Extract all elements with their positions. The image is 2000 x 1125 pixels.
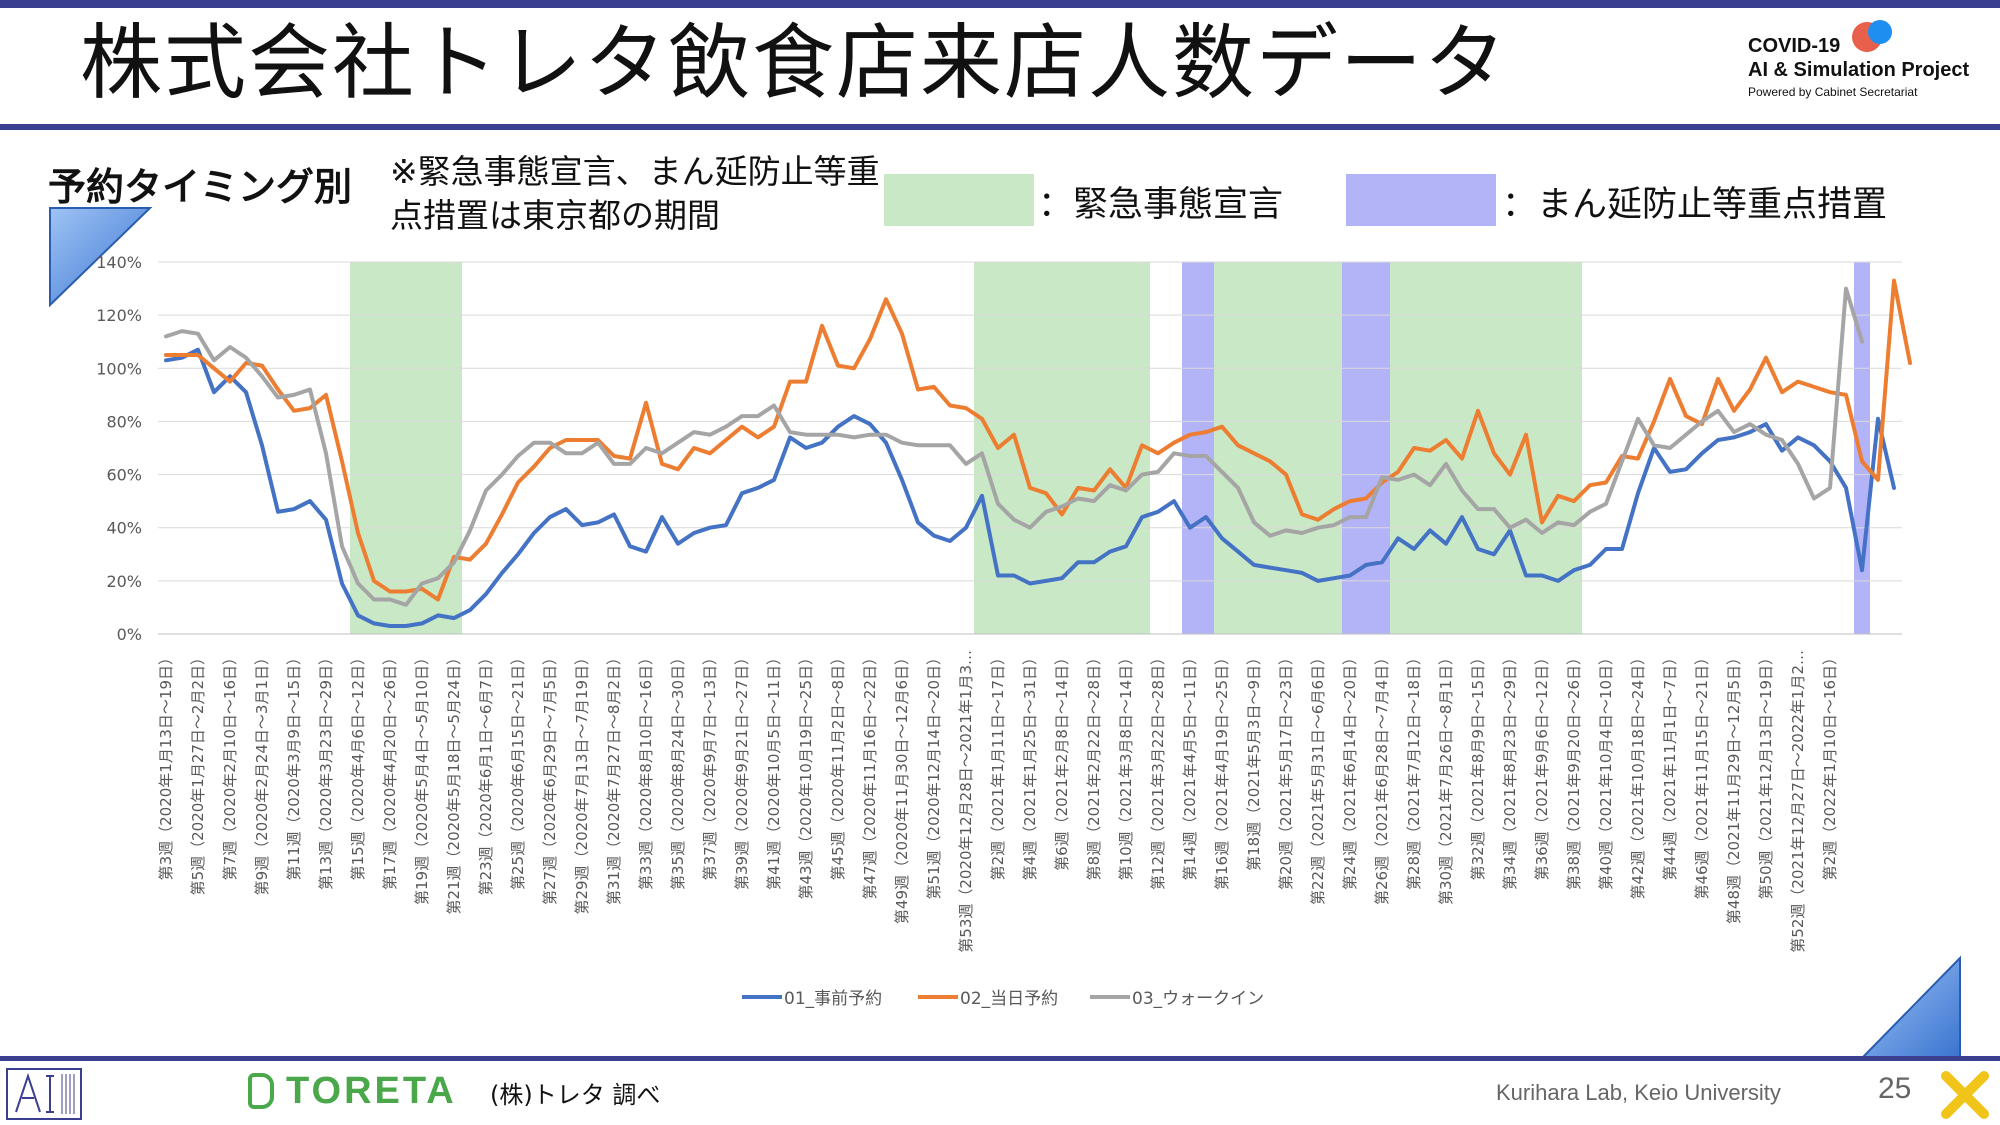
x-tick-label: 第19週（2020年5月4日～5月10日） — [413, 650, 431, 905]
x-tick-label: 第31週（2020年7月27日～8月2日） — [605, 650, 623, 905]
chart-note: ※緊急事態宣言、まん延防止等重点措置は東京都の期間 — [390, 152, 880, 235]
x-tick-label: 第43週（2020年10月19日～25日） — [797, 650, 815, 900]
x-tick-label: 第34週（2021年8月23日～29日） — [1501, 650, 1519, 890]
x-tick-label: 第23週（2020年6月1日～6月7日） — [477, 650, 495, 895]
x-tick-label: 第5週（2020年1月27日～2月2日） — [189, 650, 207, 895]
header-divider — [0, 124, 2000, 130]
y-tick-label: 0% — [117, 625, 142, 644]
x-tick-label: 第13週（2020年3月23日～29日） — [317, 650, 335, 890]
chart-subtitle: 予約タイミング別 — [48, 165, 353, 209]
x-tick-label: 第33週（2020年8月10日～16日） — [637, 650, 655, 890]
brand-line2: AI & Simulation Project — [1748, 59, 1970, 81]
brand-logo: COVID-19 AI & Simulation Project Powered… — [1748, 20, 1970, 102]
shaded-region-emergency — [974, 262, 1150, 634]
x-tick-label: 第18週（2021年5月3日～9日） — [1245, 650, 1263, 871]
x-tick-label: 第37週（2020年9月7日～13日） — [701, 650, 719, 880]
x-tick-label: 第9週（2020年2月24日～3月1日） — [253, 650, 271, 895]
y-tick-label: 60% — [106, 466, 142, 485]
legend-label-series-2: 02_当日予約 — [960, 989, 1058, 1009]
lab-credit: Kurihara Lab, Keio University — [1496, 1080, 1781, 1105]
series-line-1 — [164, 347, 1896, 628]
x-tick-label: 第20週（2021年5月17日～23日） — [1277, 650, 1295, 890]
corner-decoration-bottom-right — [1859, 955, 1961, 1059]
legend-swatch-emergency — [884, 174, 1034, 226]
x-tick-label: 第4週（2021年1月25日～31日） — [1021, 650, 1039, 880]
x-tick-label: 第32週（2021年8月9日～15日） — [1469, 650, 1487, 880]
x-tick-label: 第21週（2020年5月18日～5月24日） — [445, 650, 463, 915]
x-tick-label: 第7週（2020年2月10日～16日） — [221, 650, 239, 880]
x-tick-label: 第10週（2021年3月8日～14日） — [1117, 650, 1135, 880]
x-tick-label: 第45週（2020年11月2日～8日） — [829, 650, 847, 880]
x-tick-label: 第27週（2020年6月29日～7月5日） — [541, 650, 559, 905]
legend-label-series-3: 03_ウォークイン — [1132, 989, 1264, 1009]
corner-decoration-top-left — [49, 207, 153, 308]
y-tick-label: 140% — [96, 253, 142, 272]
x-tick-label: 第8週（2021年2月22日～28日） — [1085, 650, 1103, 880]
x-tick-label: 第15週（2020年4月6日～12日） — [349, 650, 367, 880]
page-number: 25 — [1878, 1072, 1912, 1105]
x-tick-label: 第29週（2020年7月13日～7月19日） — [573, 650, 591, 915]
x-tick-label: 第48週（2021年11月29日～12月5日） — [1725, 650, 1743, 924]
y-tick-label: 20% — [106, 572, 142, 591]
x-tick-label: 第2週（2021年1月11日～17日） — [989, 650, 1007, 880]
x-tick-label: 第51週（2020年12月14日～20日） — [925, 650, 943, 900]
shaded-region-mambo — [1342, 262, 1390, 634]
toreta-wordmark: TORETA — [286, 1070, 457, 1112]
x-tick-label: 第35週（2020年8月24日～30日） — [669, 650, 687, 890]
y-tick-label: 120% — [96, 306, 142, 325]
x-tick-label: 第30週（2021年7月26日～8月1日） — [1437, 650, 1455, 905]
x-tick-label: 第46週（2021年11月15日～21日） — [1693, 650, 1711, 900]
x-tick-label: 第38週（2021年9月20日～26日） — [1565, 650, 1583, 890]
y-tick-label: 40% — [106, 519, 142, 538]
y-tick-label: 100% — [96, 359, 142, 378]
brand-line1: COVID-19 — [1748, 35, 1841, 57]
toreta-mark-icon — [248, 1073, 274, 1109]
x-tick-label: 第25週（2020年6月15日～21日） — [509, 650, 527, 890]
top-accent-bar — [0, 0, 2000, 8]
x-tick-label: 第24週（2021年6月14日～20日） — [1341, 650, 1359, 890]
x-tick-label: 第50週（2021年12月13日～19日） — [1757, 650, 1775, 900]
x-tick-label: 第52週（2021年12月27日～2022年1月2… — [1789, 650, 1807, 953]
x-tick-label: 第53週（2020年12月28日～2021年1月3… — [957, 650, 975, 953]
brand-line3: Powered by Cabinet Secretariat — [1748, 85, 1918, 99]
x-tick-label: 第2週（2022年1月10日～16日） — [1821, 650, 1839, 880]
data-source: (株)トレタ 調べ — [490, 1081, 661, 1109]
logo-dot-blue — [1868, 20, 1892, 44]
x-tick-label: 第11週（2020年3月9日～15日） — [285, 650, 303, 880]
y-tick-label: 80% — [106, 412, 142, 431]
x-tick-label: 第44週（2021年11月1日～7日） — [1661, 650, 1679, 880]
x-tick-label: 第49週（2020年11月30日～12月6日） — [893, 650, 911, 924]
x-tick-label: 第42週（2021年10月18日～24日） — [1629, 650, 1647, 900]
shaded-region-emergency — [1214, 262, 1342, 634]
x-tick-label: 第17週（2020年4月20日～26日） — [381, 650, 399, 890]
x-tick-label: 第16週（2021年4月19日～25日） — [1213, 650, 1231, 890]
x-mark-icon — [1941, 1071, 1989, 1119]
x-tick-label: 第12週（2021年3月22日～28日） — [1149, 650, 1167, 890]
x-tick-label: 第41週（2020年10月5日～11日） — [765, 650, 783, 890]
x-tick-label: 第22週（2021年5月31日～6月6日） — [1309, 650, 1327, 905]
x-tick-label: 第47週（2020年11月16日～22日） — [861, 650, 879, 900]
x-tick-label: 第40週（2021年10月4日～10日） — [1597, 650, 1615, 890]
legend-label-mambo: ：まん延防止等重点措置 — [1502, 185, 1888, 225]
x-tick-label: 第6週（2021年2月8日～14日） — [1053, 650, 1071, 871]
series-line-3 — [164, 286, 1864, 607]
legend-label-emergency: ：緊急事態宣言 — [1038, 185, 1284, 225]
x-tick-label: 第3週（2020年1月13日～19日） — [157, 650, 175, 880]
x-tick-label: 第14週（2021年4月5日～11日） — [1181, 650, 1199, 880]
x-tick-label: 第28週（2021年7月12日～18日） — [1405, 650, 1423, 890]
legend-label-series-1: 01_事前予約 — [784, 989, 882, 1009]
toreta-logo: TORETA — [248, 1070, 457, 1113]
page-title: 株式会社トレタ飲食店来店人数データ — [80, 16, 1509, 111]
x-tick-label: 第26週（2021年6月28日～7月4日） — [1373, 650, 1391, 905]
footer-divider — [0, 1056, 2000, 1061]
x-tick-label: 第39週（2020年9月21日～27日） — [733, 650, 751, 890]
lab-logo-icon — [6, 1068, 82, 1120]
legend-swatch-mambo — [1346, 174, 1496, 226]
x-tick-label: 第36週（2021年9月6日～12日） — [1533, 650, 1551, 880]
shaded-region-mambo — [1182, 262, 1214, 634]
